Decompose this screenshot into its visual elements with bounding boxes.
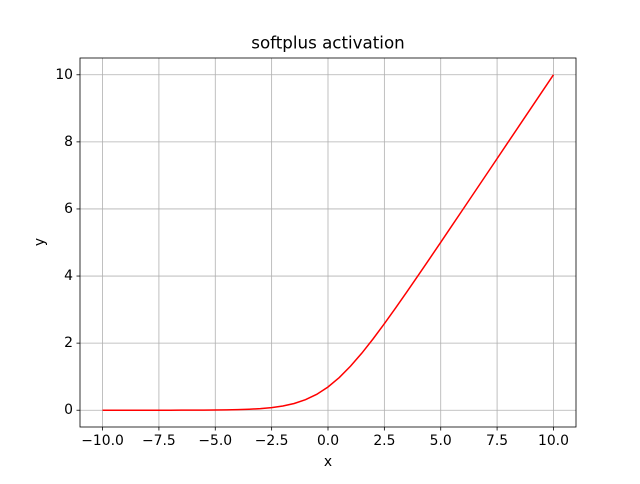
y-tick-label: 6 (64, 201, 73, 217)
line-series (102, 74, 555, 411)
x-tick-label: −2.5 (255, 433, 289, 449)
x-tick-label: 5.0 (430, 433, 452, 449)
y-tick-label: 2 (64, 335, 73, 351)
y-axis-label: y (32, 238, 48, 246)
plot-frame (79, 57, 577, 428)
x-axis-label: x (324, 454, 332, 470)
y-tick-label: 0 (64, 402, 73, 418)
x-tick-label: 10.0 (538, 433, 569, 449)
chart-title: softplus activation (251, 33, 404, 53)
y-tick-label: 8 (64, 134, 73, 150)
y-tick-label: 10 (55, 67, 73, 83)
y-tick-label: 4 (64, 268, 73, 284)
x-tick-label: −5.0 (198, 433, 232, 449)
x-tick-label: −10.0 (81, 433, 124, 449)
x-tick-label: −7.5 (142, 433, 176, 449)
x-tick-label: 0.0 (317, 433, 339, 449)
x-tick-label: 7.5 (486, 433, 508, 449)
x-tick-label: 2.5 (373, 433, 395, 449)
